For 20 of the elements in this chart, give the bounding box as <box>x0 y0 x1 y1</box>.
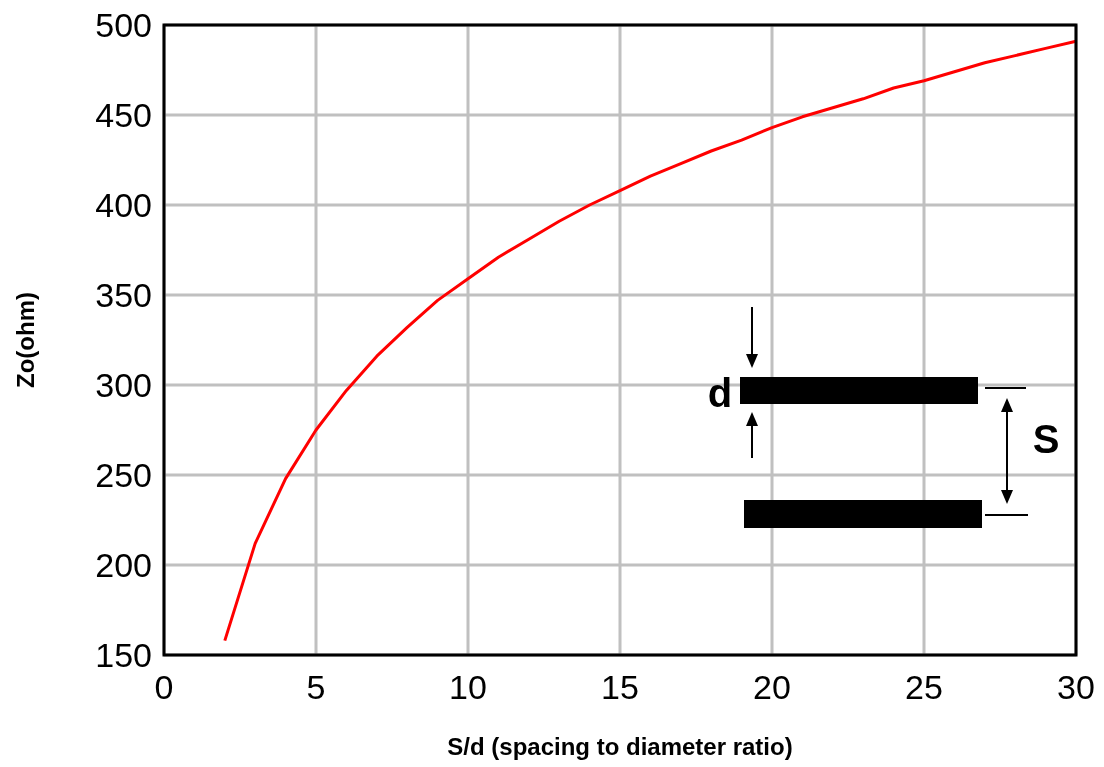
y-tick-label: 350 <box>95 276 152 314</box>
y-tick-label: 150 <box>95 636 152 674</box>
y-tick-label: 250 <box>95 456 152 494</box>
y-tick-label: 300 <box>95 366 152 404</box>
line-series <box>223 39 1078 643</box>
x-tick-label: 20 <box>753 668 791 706</box>
x-tick-label: 5 <box>306 668 326 706</box>
x-tick-label: 25 <box>905 668 943 706</box>
x-tick-label: 30 <box>1057 668 1095 706</box>
y-axis-title: Zo(ohm) <box>12 292 39 388</box>
y-tick-label: 450 <box>95 96 152 134</box>
x-tick-label: 0 <box>154 668 174 706</box>
x-tick-label: 10 <box>449 668 487 706</box>
x-axis-title: S/d (spacing to diameter ratio) <box>447 733 793 760</box>
y-tick-label: 200 <box>95 546 152 584</box>
annotation: d <box>707 371 733 415</box>
x-tick-label: 15 <box>601 668 639 706</box>
y-tick-label: 400 <box>95 186 152 224</box>
y-tick-label: 500 <box>95 6 152 44</box>
annotation: S <box>1032 417 1060 461</box>
